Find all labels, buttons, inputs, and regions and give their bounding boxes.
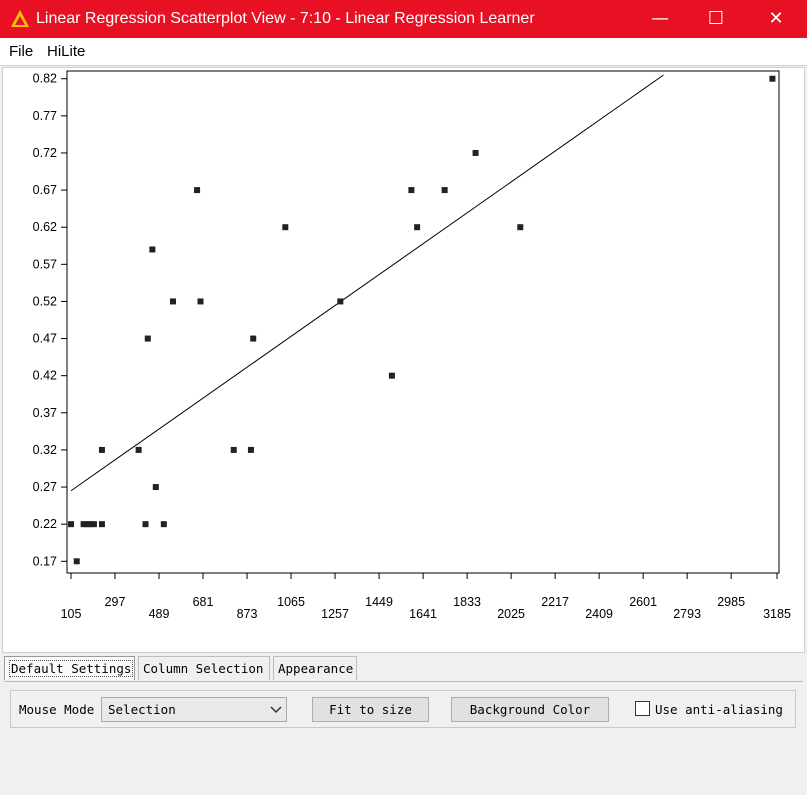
data-point xyxy=(517,224,524,231)
data-point xyxy=(84,521,91,528)
maximize-button[interactable]: ☐ xyxy=(707,8,725,29)
chevron-down-icon xyxy=(270,706,282,714)
close-button[interactable]: ✕ xyxy=(768,8,784,29)
fit-to-size-button[interactable]: Fit to size xyxy=(312,697,429,722)
anti-aliasing-label: Use anti-aliasing xyxy=(655,702,783,717)
y-tick-label: 0.62 xyxy=(33,220,57,234)
data-point xyxy=(197,298,204,305)
data-point xyxy=(388,372,395,379)
x-tick-label: 2217 xyxy=(541,595,569,609)
data-point xyxy=(149,246,156,253)
x-tick-label: 2985 xyxy=(717,595,745,609)
data-point xyxy=(472,149,479,156)
x-tick-label: 1833 xyxy=(453,595,481,609)
x-tick-label: 2601 xyxy=(629,595,657,609)
y-tick-label: 0.22 xyxy=(33,517,57,531)
x-tick-label: 1257 xyxy=(321,607,349,621)
tab-appearance[interactable]: Appearance xyxy=(273,656,357,680)
y-tick-label: 0.77 xyxy=(33,109,57,123)
data-point xyxy=(337,298,344,305)
mouse-mode-select[interactable]: Selection xyxy=(101,697,287,722)
tab-column-selection[interactable]: Column Selection xyxy=(138,656,270,680)
tab-default-settings-label: Default Settings xyxy=(9,660,134,677)
x-tick-label: 3185 xyxy=(763,607,791,621)
menu-file[interactable]: File xyxy=(9,43,34,60)
y-tick-label: 0.52 xyxy=(33,294,57,308)
data-point xyxy=(194,187,201,194)
data-point xyxy=(282,224,289,231)
x-tick-label: 2793 xyxy=(673,607,701,621)
data-point xyxy=(408,187,415,194)
mouse-mode-label: Mouse Mode xyxy=(19,702,95,717)
data-point xyxy=(87,521,94,528)
data-point xyxy=(68,521,74,528)
data-point xyxy=(135,446,142,453)
data-point xyxy=(144,335,151,342)
scatterplot-chart[interactable]: 0.82 0.77 0.72 0.67 0.62 0.57 0.52 0.47 0.42 0.37… xyxy=(3,68,804,652)
data-point xyxy=(230,446,237,453)
y-tick-label: 0.47 xyxy=(33,332,57,346)
y-tick-label: 0.27 xyxy=(33,480,57,494)
data-point xyxy=(98,446,105,453)
data-point xyxy=(152,484,159,491)
y-tick-label: 0.17 xyxy=(33,554,57,568)
x-tick-label: 1641 xyxy=(409,607,437,621)
x-tick-label: 1065 xyxy=(277,595,305,609)
data-point xyxy=(90,521,97,528)
plot-area-border xyxy=(66,70,780,574)
y-tick-label: 0.32 xyxy=(33,443,57,457)
y-tick-label: 0.37 xyxy=(33,406,57,420)
minimize-button[interactable]: — xyxy=(651,8,669,29)
window-title: Linear Regression Scatterplot View - 7:1… xyxy=(36,10,535,27)
tab-default-settings[interactable]: Default Settings xyxy=(4,656,135,680)
x-tick-label: 105 xyxy=(61,607,82,621)
x-tick-label: 681 xyxy=(193,595,214,609)
menu-bar: File HiLite xyxy=(0,38,807,66)
menu-hilite[interactable]: HiLite xyxy=(47,43,86,60)
data-point xyxy=(247,446,254,453)
x-tick-label: 489 xyxy=(149,607,170,621)
settings-toolbar: Mouse Mode Selection Fit to size Backgro… xyxy=(10,690,796,728)
data-point xyxy=(98,521,105,528)
data-point xyxy=(160,521,167,528)
x-tick-label: 2025 xyxy=(497,607,525,621)
x-tick-label: 873 xyxy=(237,607,258,621)
anti-aliasing-checkbox[interactable] xyxy=(635,701,650,716)
data-point xyxy=(414,224,421,231)
data-point xyxy=(80,521,87,528)
x-tick-label: 297 xyxy=(105,595,126,609)
regression-line xyxy=(70,74,664,492)
data-point xyxy=(441,187,448,194)
default-settings-panel: Mouse Mode Selection Fit to size Backgro… xyxy=(4,681,803,792)
x-tick-label: 1449 xyxy=(365,595,393,609)
y-tick-label: 0.67 xyxy=(33,183,57,197)
data-point xyxy=(142,521,149,528)
y-tick-label: 0.82 xyxy=(33,72,57,86)
data-point xyxy=(73,558,80,565)
background-color-button[interactable]: Background Color xyxy=(451,697,609,722)
knime-triangle-icon xyxy=(11,10,29,27)
scatterplot-panel[interactable]: 0.82 0.77 0.72 0.67 0.62 0.57 0.52 0.47 0.42 0.37… xyxy=(2,67,805,653)
data-point xyxy=(769,75,776,82)
mouse-mode-value: Selection xyxy=(108,702,176,717)
x-tick-label: 2409 xyxy=(585,607,613,621)
y-tick-label: 0.72 xyxy=(33,146,57,160)
data-point xyxy=(170,298,177,305)
y-tick-label: 0.57 xyxy=(33,257,57,271)
data-point xyxy=(250,335,257,342)
title-bar: Linear Regression Scatterplot View - 7:1… xyxy=(0,0,807,38)
y-tick-label: 0.42 xyxy=(33,369,57,383)
